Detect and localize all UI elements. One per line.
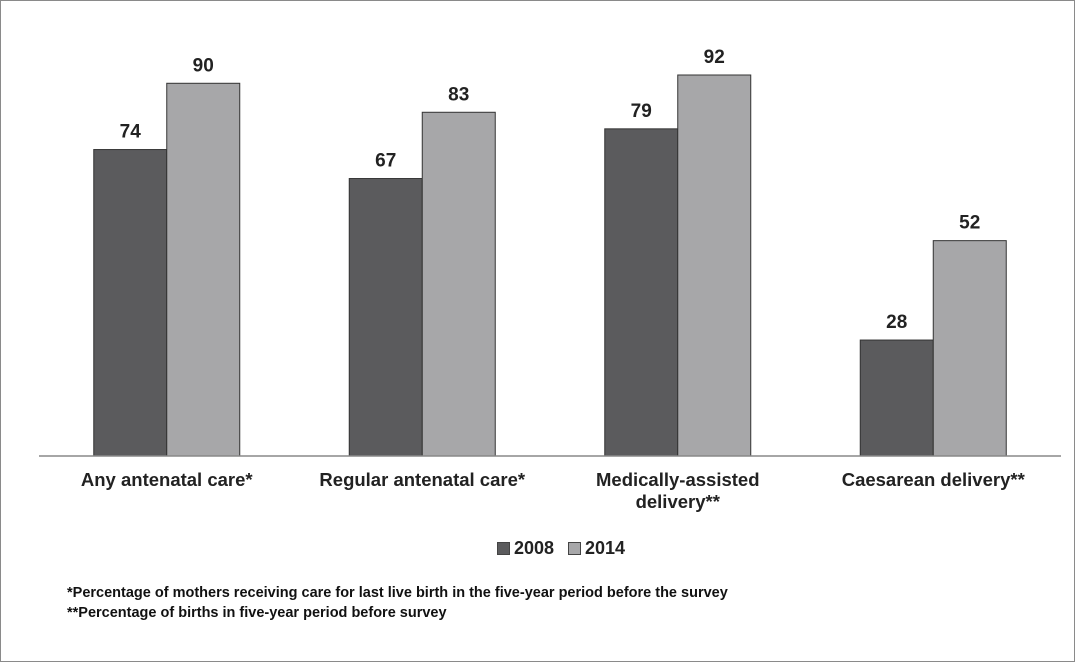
legend-item: 2008	[496, 538, 554, 559]
legend-label: 2008	[513, 538, 554, 558]
footnote: **Percentage of births in five-year peri…	[67, 605, 447, 621]
footnote: *Percentage of mothers receiving care fo…	[67, 585, 728, 601]
value-label: 92	[704, 47, 725, 68]
value-label: 79	[631, 101, 652, 122]
bar	[348, 178, 423, 457]
bar	[932, 240, 1007, 457]
value-label: 74	[120, 122, 142, 143]
legend-item: 2014	[568, 538, 625, 559]
x-tick-label: Medically-assisted delivery**	[596, 469, 760, 512]
bar	[859, 339, 934, 457]
bar	[93, 149, 168, 457]
value-label: 52	[959, 213, 980, 234]
x-tick-label: Caesarean delivery**	[841, 469, 1025, 490]
value-label: 67	[375, 151, 396, 172]
legend-swatch	[496, 542, 510, 555]
bar	[421, 111, 496, 457]
legend: 2008 2014	[1, 538, 1074, 559]
legend-swatch	[568, 542, 581, 555]
bar	[604, 128, 679, 457]
value-label: 83	[448, 84, 469, 105]
bar	[166, 82, 241, 457]
legend-label: 2014	[585, 538, 626, 558]
value-label: 90	[193, 55, 214, 76]
bar	[677, 74, 752, 457]
x-tick-label: Any antenatal care*	[80, 469, 253, 490]
value-label: 28	[886, 312, 907, 333]
x-tick-label: Regular antenatal care*	[319, 469, 526, 490]
